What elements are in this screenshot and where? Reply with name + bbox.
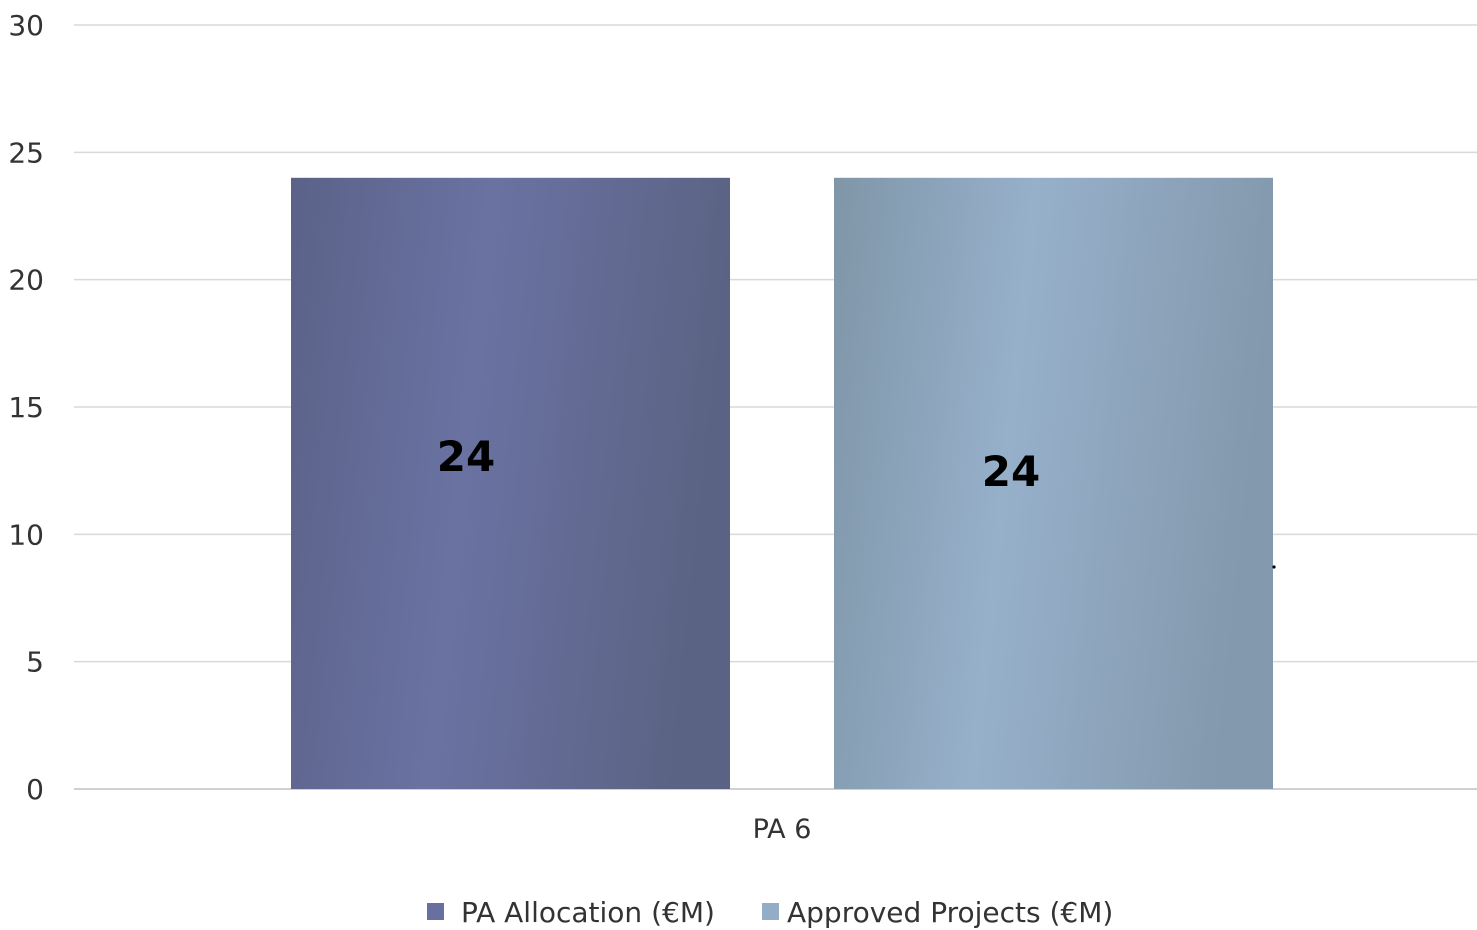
y-axis-tick-labels: 0 5 10 15 20 25 30: [8, 9, 44, 806]
y-tick-label: 0: [26, 773, 44, 806]
data-labels: 24 24: [437, 432, 1040, 496]
data-label: 24: [982, 447, 1040, 496]
y-tick-label: 25: [8, 136, 44, 169]
y-tick-label: 30: [8, 9, 44, 42]
data-label: 24: [437, 432, 495, 481]
stray-dot-mark: [1272, 565, 1276, 569]
y-tick-label: 5: [26, 646, 44, 679]
bar-pa-allocation: [291, 177, 730, 790]
y-tick-label: 10: [8, 518, 44, 551]
legend-swatch: [427, 903, 444, 920]
legend-label: PA Allocation (€M): [461, 896, 715, 929]
legend-label: Approved Projects (€M): [787, 896, 1113, 929]
bar-approved-projects: [834, 177, 1273, 790]
x-category-label: PA 6: [753, 814, 812, 845]
legend: PA Allocation (€M) Approved Projects (€M): [427, 896, 1113, 929]
legend-swatch: [762, 903, 779, 920]
y-tick-label: 15: [8, 391, 44, 424]
bars: [291, 177, 1273, 790]
y-tick-label: 20: [8, 264, 44, 297]
x-axis-category-labels: PA 6: [753, 814, 812, 845]
